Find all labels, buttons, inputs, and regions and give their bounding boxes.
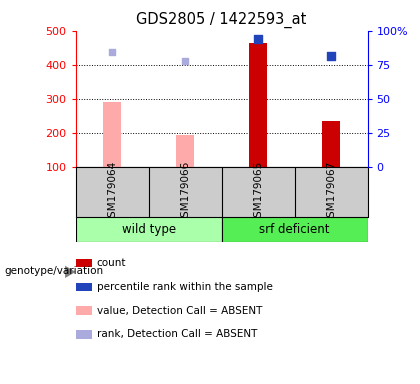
Text: genotype/variation: genotype/variation	[4, 266, 103, 276]
Text: percentile rank within the sample: percentile rank within the sample	[97, 282, 273, 292]
Bar	[103, 103, 121, 167]
Text: GSM179064: GSM179064	[107, 161, 117, 224]
Bar	[249, 43, 267, 167]
Text: GSM179066: GSM179066	[180, 161, 190, 224]
Text: count: count	[97, 258, 126, 268]
Text: value, Detection Call = ABSENT: value, Detection Call = ABSENT	[97, 306, 262, 316]
Point	[255, 35, 261, 41]
Text: GSM179067: GSM179067	[326, 161, 336, 224]
Point	[182, 58, 189, 64]
Bar	[222, 217, 368, 242]
Text: wild type: wild type	[121, 223, 176, 236]
Polygon shape	[65, 266, 76, 278]
Point	[109, 49, 116, 55]
Bar	[76, 217, 222, 242]
Point	[328, 53, 334, 59]
Text: rank, Detection Call = ABSENT: rank, Detection Call = ABSENT	[97, 329, 257, 339]
Text: GSM179065: GSM179065	[253, 161, 263, 224]
Bar	[176, 135, 194, 167]
Text: srf deficient: srf deficient	[259, 223, 330, 236]
Title: GDS2805 / 1422593_at: GDS2805 / 1422593_at	[136, 12, 307, 28]
Bar	[322, 121, 340, 167]
